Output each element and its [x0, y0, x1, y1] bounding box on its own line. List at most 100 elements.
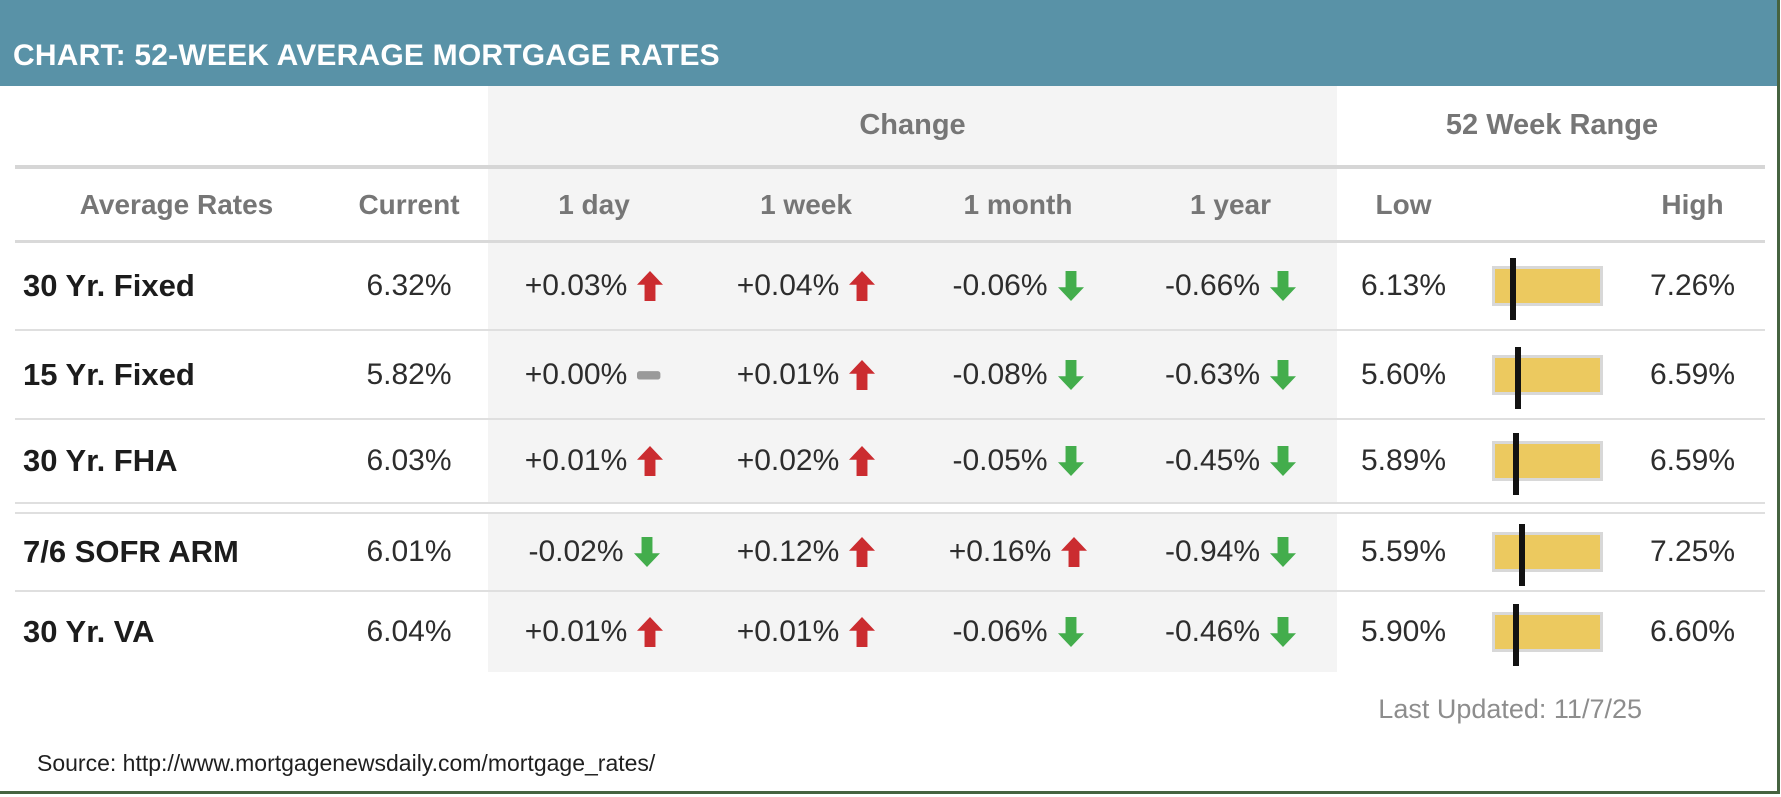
col-header-current: Current [358, 188, 460, 220]
table-row-30-yr-va: 30 Yr. VA 6.04% +0.01% +0.01% -0.06% -0.… [0, 592, 1781, 672]
52wk-range-bar [1492, 258, 1603, 320]
col-header-high: High [1661, 188, 1724, 220]
change-1-week: +0.01% [700, 592, 912, 672]
change-value: -0.06% [952, 615, 1048, 648]
col-header-average-rates: Average Rates [79, 188, 274, 220]
down-arrow-icon [1057, 271, 1084, 301]
change-1-week: +0.12% [700, 514, 912, 590]
up-arrow-icon [849, 359, 876, 390]
current-rate: 6.04% [366, 615, 452, 648]
range-bar-cell [1470, 243, 1630, 329]
divider [15, 418, 1765, 420]
change-value: -0.05% [952, 444, 1048, 477]
current-rate-marker [1513, 433, 1519, 495]
52wk-range-bar [1492, 433, 1603, 495]
range-high: 7.25% [1649, 535, 1736, 568]
current-rate: 6.01% [366, 535, 452, 568]
row-label: 7/6 SOFR ARM [23, 534, 239, 569]
range-high: 7.26% [1649, 269, 1736, 302]
change-value: +0.02% [736, 444, 840, 477]
current-rate-marker [1518, 524, 1525, 586]
change-value: -0.02% [528, 535, 624, 568]
range-low: 6.13% [1360, 269, 1447, 302]
change-1-day: +0.03% [488, 243, 700, 329]
change-1-week: +0.04% [700, 243, 912, 329]
change-value: +0.04% [736, 269, 840, 302]
change-1-month: -0.08% [912, 331, 1124, 418]
col-header-1-month: 1 month [912, 169, 1124, 240]
up-arrow-icon [1061, 537, 1088, 567]
change-value: -0.66% [1164, 269, 1261, 302]
up-arrow-icon [849, 446, 876, 476]
change-1-year: -0.66% [1124, 243, 1337, 329]
table-row-15-yr-fixed: 15 Yr. Fixed 5.82% +0.00% +0.01% -0.08% … [0, 331, 1781, 418]
up-arrow-icon [849, 271, 876, 301]
down-arrow-icon [1057, 617, 1084, 647]
down-arrow-icon [1270, 271, 1297, 301]
row-label: 30 Yr. VA [23, 614, 155, 649]
current-rate: 5.82% [366, 357, 452, 391]
change-1-day: +0.00% [488, 331, 700, 418]
change-1-week: +0.01% [700, 331, 912, 418]
section-gap [0, 504, 1781, 512]
change-value: +0.01% [524, 615, 628, 648]
range-bar-cell [1470, 592, 1630, 672]
change-1-year: -0.63% [1124, 331, 1337, 418]
change-value: +0.00% [524, 357, 628, 391]
up-arrow-icon [849, 537, 876, 567]
range-high: 6.60% [1649, 615, 1736, 648]
down-arrow-icon [633, 537, 660, 567]
down-arrow-icon [1057, 359, 1084, 390]
up-arrow-icon [637, 446, 664, 476]
52wk-range-bar [1492, 524, 1603, 586]
divider [15, 240, 1765, 243]
change-1-month: -0.06% [912, 592, 1124, 672]
divider [15, 512, 1765, 514]
range-low: 5.60% [1360, 357, 1447, 391]
range-bar-cell [1470, 514, 1630, 590]
current-rate-marker [1515, 346, 1522, 409]
down-arrow-icon [1270, 617, 1297, 647]
up-arrow-icon [849, 617, 876, 647]
frame-right-edge [1777, 0, 1780, 794]
change-1-year: -0.94% [1124, 514, 1337, 590]
change-1-week: +0.02% [700, 420, 912, 502]
divider [15, 590, 1765, 592]
current-rate-marker [1509, 258, 1516, 320]
down-arrow-icon [1270, 359, 1297, 390]
change-value: +0.16% [948, 535, 1052, 568]
row-label: 15 Yr. Fixed [23, 356, 195, 392]
change-value: +0.03% [524, 269, 628, 302]
table-row-30-yr-fixed: 30 Yr. Fixed 6.32% +0.03% +0.04% -0.06% … [0, 243, 1781, 329]
change-1-month: -0.06% [912, 243, 1124, 329]
change-value: +0.12% [736, 535, 840, 568]
column-header-row: Average Rates Current 1 day 1 week 1 mon… [0, 169, 1781, 240]
range-high: 6.59% [1649, 444, 1736, 477]
change-value: -0.06% [952, 269, 1048, 302]
col-header-1-year: 1 year [1124, 169, 1337, 240]
up-arrow-icon [637, 271, 664, 301]
change-value: -0.45% [1164, 444, 1261, 477]
change-1-year: -0.46% [1124, 592, 1337, 672]
col-header-low: Low [1375, 188, 1432, 220]
chart-title-bar: CHART: 52-WEEK AVERAGE MORTGAGE RATES [0, 0, 1777, 86]
divider [15, 165, 1765, 169]
chart-title: CHART: 52-WEEK AVERAGE MORTGAGE RATES [13, 39, 720, 72]
divider [15, 329, 1765, 331]
change-value: +0.01% [736, 615, 840, 648]
up-arrow-icon [637, 617, 664, 647]
change-value: -0.63% [1164, 357, 1261, 391]
change-1-day: +0.01% [488, 420, 700, 502]
change-1-year: -0.45% [1124, 420, 1337, 502]
range-high: 6.59% [1649, 357, 1736, 391]
52wk-range-bar [1492, 604, 1603, 666]
frame-bottom-edge [0, 791, 1780, 794]
source-url: Source: http://www.mortgagenewsdaily.com… [37, 750, 656, 776]
no-change-dash-icon [637, 360, 663, 390]
range-low: 5.89% [1360, 444, 1447, 477]
range-low: 5.59% [1360, 535, 1447, 568]
52wk-range-bar [1492, 346, 1603, 409]
change-1-day: -0.02% [488, 514, 700, 590]
group-header-change: Change [488, 86, 1337, 165]
